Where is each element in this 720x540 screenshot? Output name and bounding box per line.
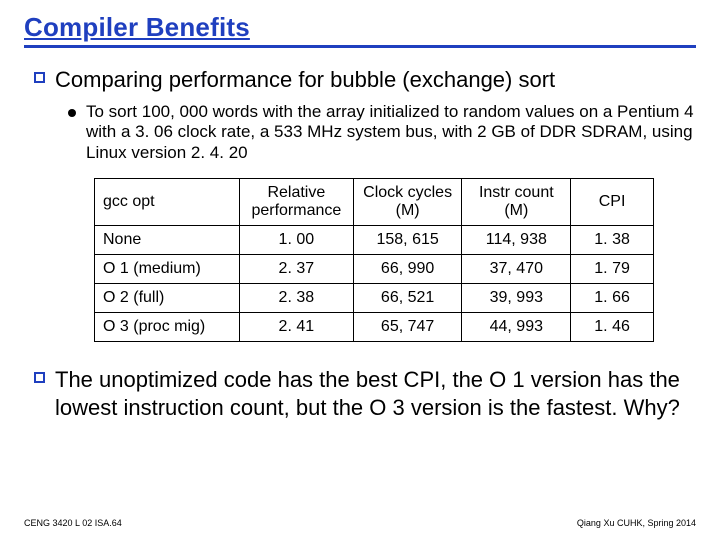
cell: O 3 (proc mig) — [95, 313, 240, 342]
square-bullet-icon — [34, 372, 45, 383]
cell: 1. 66 — [571, 284, 654, 313]
performance-table: gcc opt Relative performance Clock cycle… — [94, 178, 654, 343]
bullet-level1: The unoptimized code has the best CPI, t… — [34, 366, 696, 421]
cell: 1. 79 — [571, 255, 654, 284]
th-cycles: Clock cycles (M) — [353, 178, 462, 226]
table-body: None 1. 00 158, 615 114, 938 1. 38 O 1 (… — [95, 226, 654, 342]
cell: 2. 37 — [239, 255, 353, 284]
cell: 1. 38 — [571, 226, 654, 255]
footer-right: Qiang Xu CUHK, Spring 2014 — [577, 518, 696, 528]
cell: 2. 41 — [239, 313, 353, 342]
slide: Compiler Benefits Comparing performance … — [0, 0, 720, 540]
table-row: O 1 (medium) 2. 37 66, 990 37, 470 1. 79 — [95, 255, 654, 284]
footer-left: CENG 3420 L 02 ISA.64 — [24, 518, 122, 528]
cell: 1. 00 — [239, 226, 353, 255]
cell: 39, 993 — [462, 284, 571, 313]
table-wrap: gcc opt Relative performance Clock cycle… — [94, 178, 676, 343]
cell: 66, 521 — [353, 284, 462, 313]
cell: 158, 615 — [353, 226, 462, 255]
bullet-level1: Comparing performance for bubble (exchan… — [34, 66, 696, 94]
bullet2-text: The unoptimized code has the best CPI, t… — [55, 366, 696, 421]
cell: 114, 938 — [462, 226, 571, 255]
bullet-level2: To sort 100, 000 words with the array in… — [68, 102, 696, 164]
cell: O 2 (full) — [95, 284, 240, 313]
th-gccopt: gcc opt — [95, 178, 240, 226]
table-header-row: gcc opt Relative performance Clock cycle… — [95, 178, 654, 226]
th-cpi: CPI — [571, 178, 654, 226]
cell: 66, 990 — [353, 255, 462, 284]
cell: O 1 (medium) — [95, 255, 240, 284]
table-row: O 2 (full) 2. 38 66, 521 39, 993 1. 66 — [95, 284, 654, 313]
table-row: None 1. 00 158, 615 114, 938 1. 38 — [95, 226, 654, 255]
bullet1-text: Comparing performance for bubble (exchan… — [55, 66, 555, 94]
th-relperf: Relative performance — [239, 178, 353, 226]
table-row: O 3 (proc mig) 2. 41 65, 747 44, 993 1. … — [95, 313, 654, 342]
cell: 37, 470 — [462, 255, 571, 284]
sub1-text: To sort 100, 000 words with the array in… — [86, 102, 696, 164]
title-rule: Compiler Benefits — [24, 12, 696, 48]
square-bullet-icon — [34, 72, 45, 83]
cell: 65, 747 — [353, 313, 462, 342]
th-instr: Instr count (M) — [462, 178, 571, 226]
cell: None — [95, 226, 240, 255]
cell: 44, 993 — [462, 313, 571, 342]
content-area: Comparing performance for bubble (exchan… — [24, 66, 696, 421]
cell: 1. 46 — [571, 313, 654, 342]
dot-bullet-icon — [68, 109, 76, 117]
slide-title: Compiler Benefits — [24, 12, 696, 43]
cell: 2. 38 — [239, 284, 353, 313]
